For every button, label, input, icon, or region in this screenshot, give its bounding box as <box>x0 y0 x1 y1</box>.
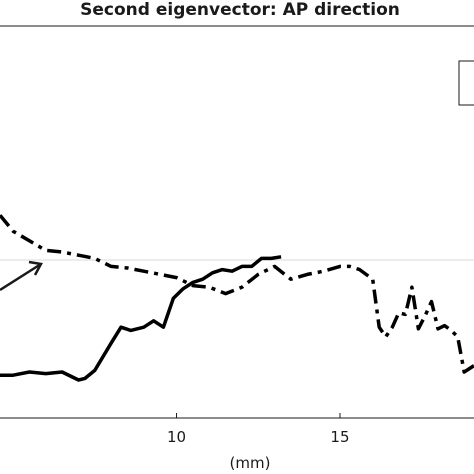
x-tick-label-15: 15 <box>330 428 349 446</box>
x-axis-label: (mm) <box>230 454 271 472</box>
annotation-arrow-shaft <box>0 262 42 292</box>
annotation-arrow <box>0 260 43 292</box>
x-tick-label-10: 10 <box>167 428 186 446</box>
series-line-dash-dot <box>0 214 474 374</box>
series-line-solid <box>0 255 282 382</box>
legend-box <box>458 60 474 106</box>
chart-title: Second eigenvector: AP direction <box>80 0 400 20</box>
plot-area <box>0 214 474 382</box>
annotation-arrow-head <box>28 260 43 276</box>
x-axis-ticks: 10 15 <box>167 413 350 446</box>
